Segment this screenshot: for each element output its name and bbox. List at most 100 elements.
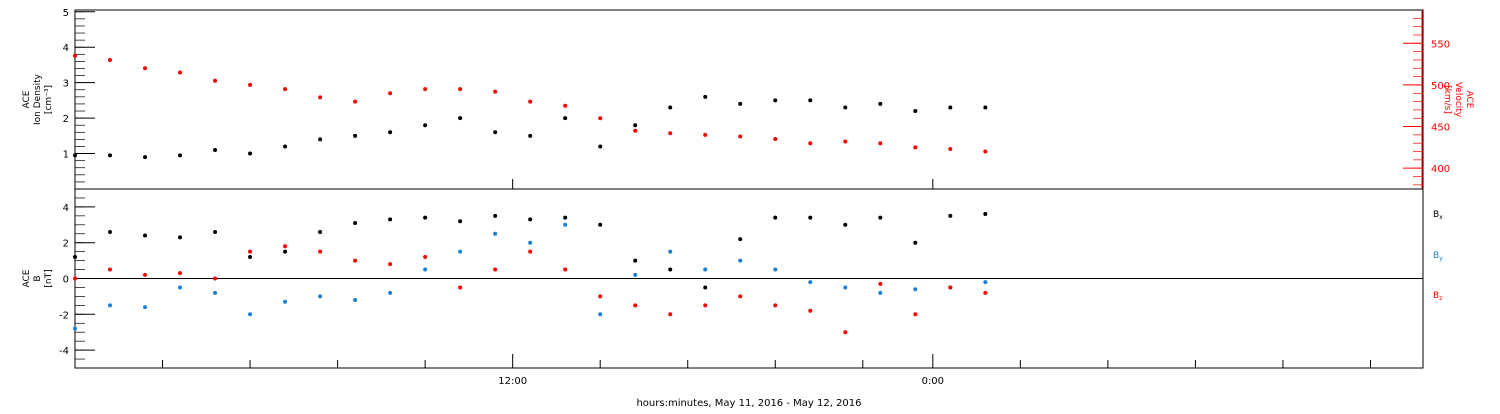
Bz-point	[913, 312, 918, 317]
velocity-axis-label-line: ACE	[1464, 91, 1474, 109]
Bx-point	[143, 233, 148, 238]
By-point	[423, 267, 428, 272]
density-point	[598, 144, 603, 149]
density-point	[913, 109, 918, 114]
velocity-axis-label-line: Velocity	[1453, 82, 1463, 118]
density-point	[73, 153, 77, 158]
velocity-point	[983, 149, 988, 154]
velocity-point	[213, 78, 218, 83]
Bz-point	[528, 249, 533, 254]
velocity-point	[318, 95, 323, 100]
Bx-point	[808, 215, 813, 220]
By-point	[318, 294, 323, 299]
velocity-point	[633, 128, 638, 133]
Bx-point	[598, 222, 603, 227]
By-point	[843, 285, 848, 290]
By-point	[703, 267, 708, 272]
Bx-point	[703, 285, 708, 290]
By-point	[73, 326, 77, 331]
By-point	[563, 222, 568, 227]
top-panel-frame	[74, 9, 1424, 190]
Bz-point	[458, 285, 463, 290]
density-point	[458, 116, 463, 121]
By-point	[598, 312, 603, 317]
velocity-tick-label: 550	[1431, 39, 1450, 50]
velocity-tick-label: 400	[1431, 164, 1450, 175]
Bx-point	[878, 215, 883, 220]
velocity-point	[598, 116, 603, 121]
Bx-point	[423, 215, 428, 220]
b-axis-label-line: B	[33, 275, 43, 281]
density-point	[213, 148, 218, 153]
velocity-point	[388, 91, 393, 96]
density-tick-label: 3	[63, 79, 69, 90]
density-tick-label: 1	[63, 150, 69, 161]
By-point	[808, 280, 813, 285]
velocity-point	[108, 57, 113, 62]
density-point	[633, 123, 638, 128]
By-point	[458, 249, 463, 254]
velocity-point	[493, 89, 498, 94]
Bz-point	[808, 308, 813, 313]
density-point	[528, 133, 533, 138]
density-point	[318, 137, 323, 142]
Bz-point	[388, 262, 393, 267]
x-tick-label: 12:00	[498, 376, 527, 387]
By-point	[983, 280, 988, 285]
Bx-point	[493, 213, 498, 218]
velocity-point	[948, 147, 953, 152]
Bx-point	[948, 213, 953, 218]
legend-subscript: y	[1439, 255, 1443, 262]
Bz-point	[248, 249, 253, 254]
Bz-point	[598, 294, 603, 299]
Bx-point	[528, 217, 533, 222]
density-axis-label-line: ACE	[22, 90, 32, 108]
velocity-point	[528, 99, 533, 104]
density-point	[948, 105, 953, 110]
legend-subscript: x	[1439, 214, 1443, 221]
Bx-point	[283, 249, 288, 254]
By-point	[143, 305, 148, 310]
density-point	[178, 153, 183, 158]
b-tick-label: -2	[59, 310, 69, 321]
b-tick-label: 0	[63, 275, 69, 286]
Bx-point	[318, 229, 323, 234]
Bx-point	[458, 219, 463, 224]
Bz-point	[703, 303, 708, 308]
By-point	[248, 312, 253, 317]
velocity-axis-label-line: [km/s]	[1442, 85, 1452, 114]
density-point	[738, 101, 743, 106]
velocity-point	[458, 87, 463, 92]
Bz-point	[283, 244, 288, 249]
By-point	[633, 272, 638, 277]
Bz-point	[773, 303, 778, 308]
b-axis-label-line: [nT]	[44, 269, 54, 287]
density-point	[108, 153, 113, 158]
By-point	[213, 290, 218, 295]
density-point	[563, 116, 568, 121]
legend-Bx: Bx	[1433, 210, 1443, 221]
Bx-point	[563, 215, 568, 220]
Bz-point	[633, 303, 638, 308]
density-point	[143, 155, 148, 160]
Bz-point	[423, 255, 428, 260]
velocity-tick-label: 500	[1431, 81, 1450, 92]
By-point	[388, 290, 393, 295]
Bx-point	[353, 221, 358, 226]
Bx-point	[668, 267, 673, 272]
velocity-point	[423, 87, 428, 92]
legend-subscript: z	[1439, 295, 1442, 302]
density-axis-label: ACE Ion Density [cm⁻³]	[22, 73, 54, 125]
density-point	[353, 133, 358, 138]
By-point	[668, 249, 673, 254]
Bx-point	[388, 217, 393, 222]
velocity-point	[73, 53, 77, 58]
density-point	[808, 98, 813, 103]
density-point	[703, 94, 708, 99]
velocity-point	[913, 145, 918, 150]
b-axis-label: ACE B [nT]	[22, 269, 54, 287]
density-point	[878, 101, 883, 106]
Bz-point	[668, 312, 673, 317]
